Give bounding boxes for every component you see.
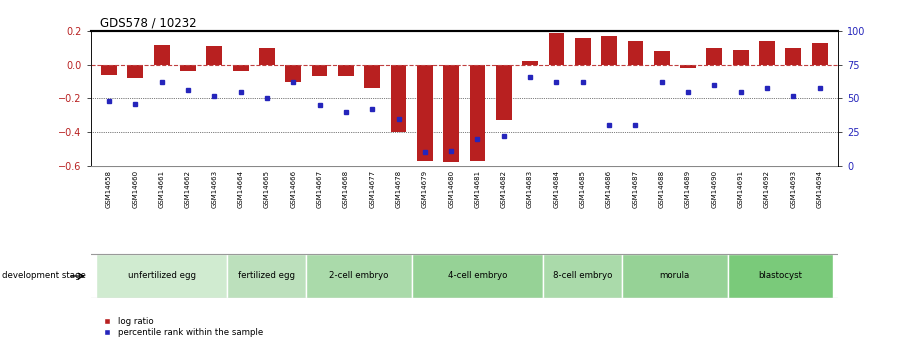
Bar [469, 65, 486, 160]
Text: GSM14661: GSM14661 [159, 170, 165, 208]
Text: morula: morula [660, 272, 690, 280]
Bar [759, 41, 775, 65]
Bar [496, 65, 512, 120]
Bar [154, 45, 169, 65]
Bar [707, 48, 722, 65]
Bar [207, 46, 222, 65]
Text: GSM14662: GSM14662 [185, 170, 191, 208]
Bar [306, 254, 411, 298]
Text: GSM14682: GSM14682 [501, 170, 506, 208]
Bar [602, 36, 617, 65]
Bar [733, 50, 748, 65]
Text: GSM14668: GSM14668 [342, 170, 349, 208]
Text: fertilized egg: fertilized egg [238, 272, 295, 280]
Text: 8-cell embryo: 8-cell embryo [553, 272, 612, 280]
Text: GSM14681: GSM14681 [475, 170, 480, 208]
Legend: log ratio, percentile rank within the sample: log ratio, percentile rank within the sa… [95, 313, 267, 341]
Bar [259, 48, 275, 65]
Text: unfertilized egg: unfertilized egg [128, 272, 196, 280]
Bar [544, 254, 622, 298]
Bar [180, 65, 196, 71]
Bar [96, 254, 227, 298]
Text: GSM14663: GSM14663 [211, 170, 217, 208]
Bar [812, 43, 827, 65]
Bar [390, 65, 407, 132]
Bar [728, 254, 833, 298]
Text: GSM14692: GSM14692 [764, 170, 770, 208]
Text: 2-cell embryo: 2-cell embryo [330, 272, 389, 280]
Bar [338, 65, 353, 77]
Text: GSM14680: GSM14680 [448, 170, 454, 208]
Text: GSM14689: GSM14689 [685, 170, 691, 208]
Text: development stage: development stage [2, 272, 86, 280]
Text: GSM14677: GSM14677 [370, 170, 375, 208]
Bar [417, 65, 433, 160]
Text: GSM14686: GSM14686 [606, 170, 612, 208]
Text: GSM14685: GSM14685 [580, 170, 586, 208]
Bar [628, 41, 643, 65]
Bar [364, 65, 381, 88]
Text: GSM14665: GSM14665 [264, 170, 270, 208]
Bar [522, 61, 538, 65]
Bar [654, 51, 670, 65]
Text: 4-cell embryo: 4-cell embryo [448, 272, 507, 280]
Text: GSM14658: GSM14658 [106, 170, 112, 208]
Bar [443, 65, 459, 162]
Text: GSM14693: GSM14693 [790, 170, 796, 208]
Bar [786, 48, 801, 65]
Bar [622, 254, 728, 298]
Bar [411, 254, 544, 298]
Text: GSM14684: GSM14684 [554, 170, 559, 208]
Text: GSM14667: GSM14667 [316, 170, 323, 208]
Bar [227, 254, 306, 298]
Text: GSM14679: GSM14679 [422, 170, 428, 208]
Text: GSM14678: GSM14678 [396, 170, 401, 208]
Text: GSM14691: GSM14691 [737, 170, 744, 208]
Text: GDS578 / 10232: GDS578 / 10232 [100, 16, 197, 29]
Text: GSM14660: GSM14660 [132, 170, 139, 208]
Text: GSM14687: GSM14687 [632, 170, 639, 208]
Text: GSM14690: GSM14690 [711, 170, 718, 208]
Bar [312, 65, 327, 77]
Bar [575, 38, 591, 65]
Bar [101, 65, 117, 75]
Text: GSM14664: GSM14664 [237, 170, 244, 208]
Bar [233, 65, 248, 71]
Bar [680, 65, 696, 68]
Bar [128, 65, 143, 78]
Text: GSM14683: GSM14683 [527, 170, 533, 208]
Bar [285, 65, 301, 81]
Text: blastocyst: blastocyst [758, 272, 802, 280]
Text: GSM14694: GSM14694 [816, 170, 823, 208]
Text: GSM14666: GSM14666 [290, 170, 296, 208]
Text: GSM14688: GSM14688 [659, 170, 665, 208]
Bar [548, 33, 564, 65]
